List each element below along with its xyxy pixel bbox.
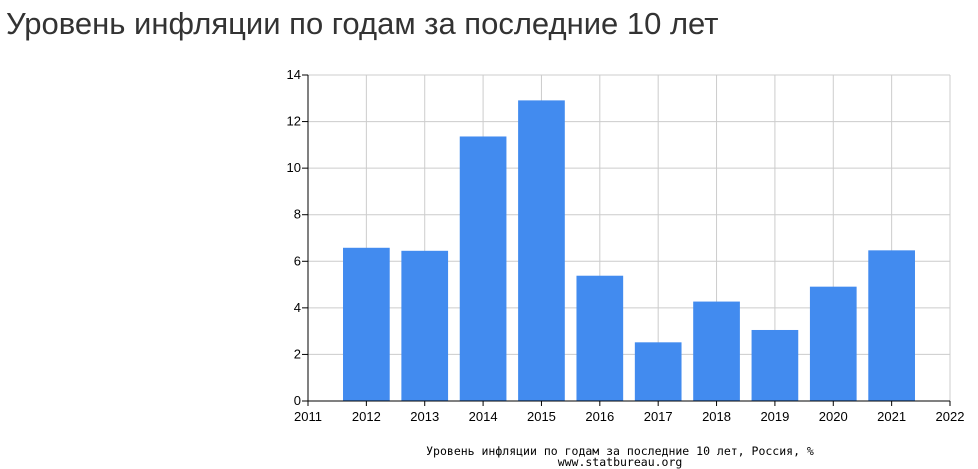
chart-source: www.statbureau.org (558, 455, 683, 469)
y-tick-label: 14 (287, 67, 301, 82)
y-tick-label: 8 (294, 207, 301, 222)
x-tick-label: 2013 (410, 409, 439, 424)
y-tick-label: 12 (287, 114, 301, 129)
x-tick-label: 2014 (469, 409, 498, 424)
x-tick-label: 2022 (936, 409, 965, 424)
x-tick-label: 2012 (352, 409, 381, 424)
x-tick-label: 2017 (644, 409, 673, 424)
bar-2015 (518, 100, 565, 401)
chart-tick-labels: 0 2 4 6 8 10 12 14 2011 2012 2013 2014 2015 2016 2017 2… (287, 67, 965, 424)
x-tick-label: 2018 (702, 409, 731, 424)
x-tick-label: 2011 (294, 409, 322, 424)
bar-2020 (809, 286, 857, 401)
chart-axes (302, 74, 951, 406)
x-tick-label: 2016 (585, 409, 614, 424)
chart-bars (343, 100, 915, 401)
y-tick-label: 4 (294, 300, 301, 315)
bar-2021 (868, 250, 915, 401)
bar-2013 (401, 250, 449, 401)
y-tick-label: 2 (294, 346, 301, 361)
x-tick-label: 2019 (760, 409, 789, 424)
bar-2019 (751, 329, 799, 401)
y-tick-label: 6 (294, 253, 301, 268)
page-title: Уровень инфляции по годам за последние 1… (6, 6, 719, 41)
bar-2018 (693, 301, 740, 401)
x-tick-label: 2021 (877, 409, 906, 424)
x-tick-label: 2020 (819, 409, 848, 424)
bar-2012 (343, 247, 390, 401)
bar-2017 (634, 342, 682, 401)
bar-2016 (576, 275, 624, 401)
x-tick-label: 2015 (527, 409, 556, 424)
y-tick-label: 10 (287, 160, 301, 175)
bar-2014 (459, 136, 507, 401)
chart-caption: Уровень инфляции по годам за последние 1… (426, 444, 814, 458)
y-tick-label: 0 (294, 393, 301, 408)
